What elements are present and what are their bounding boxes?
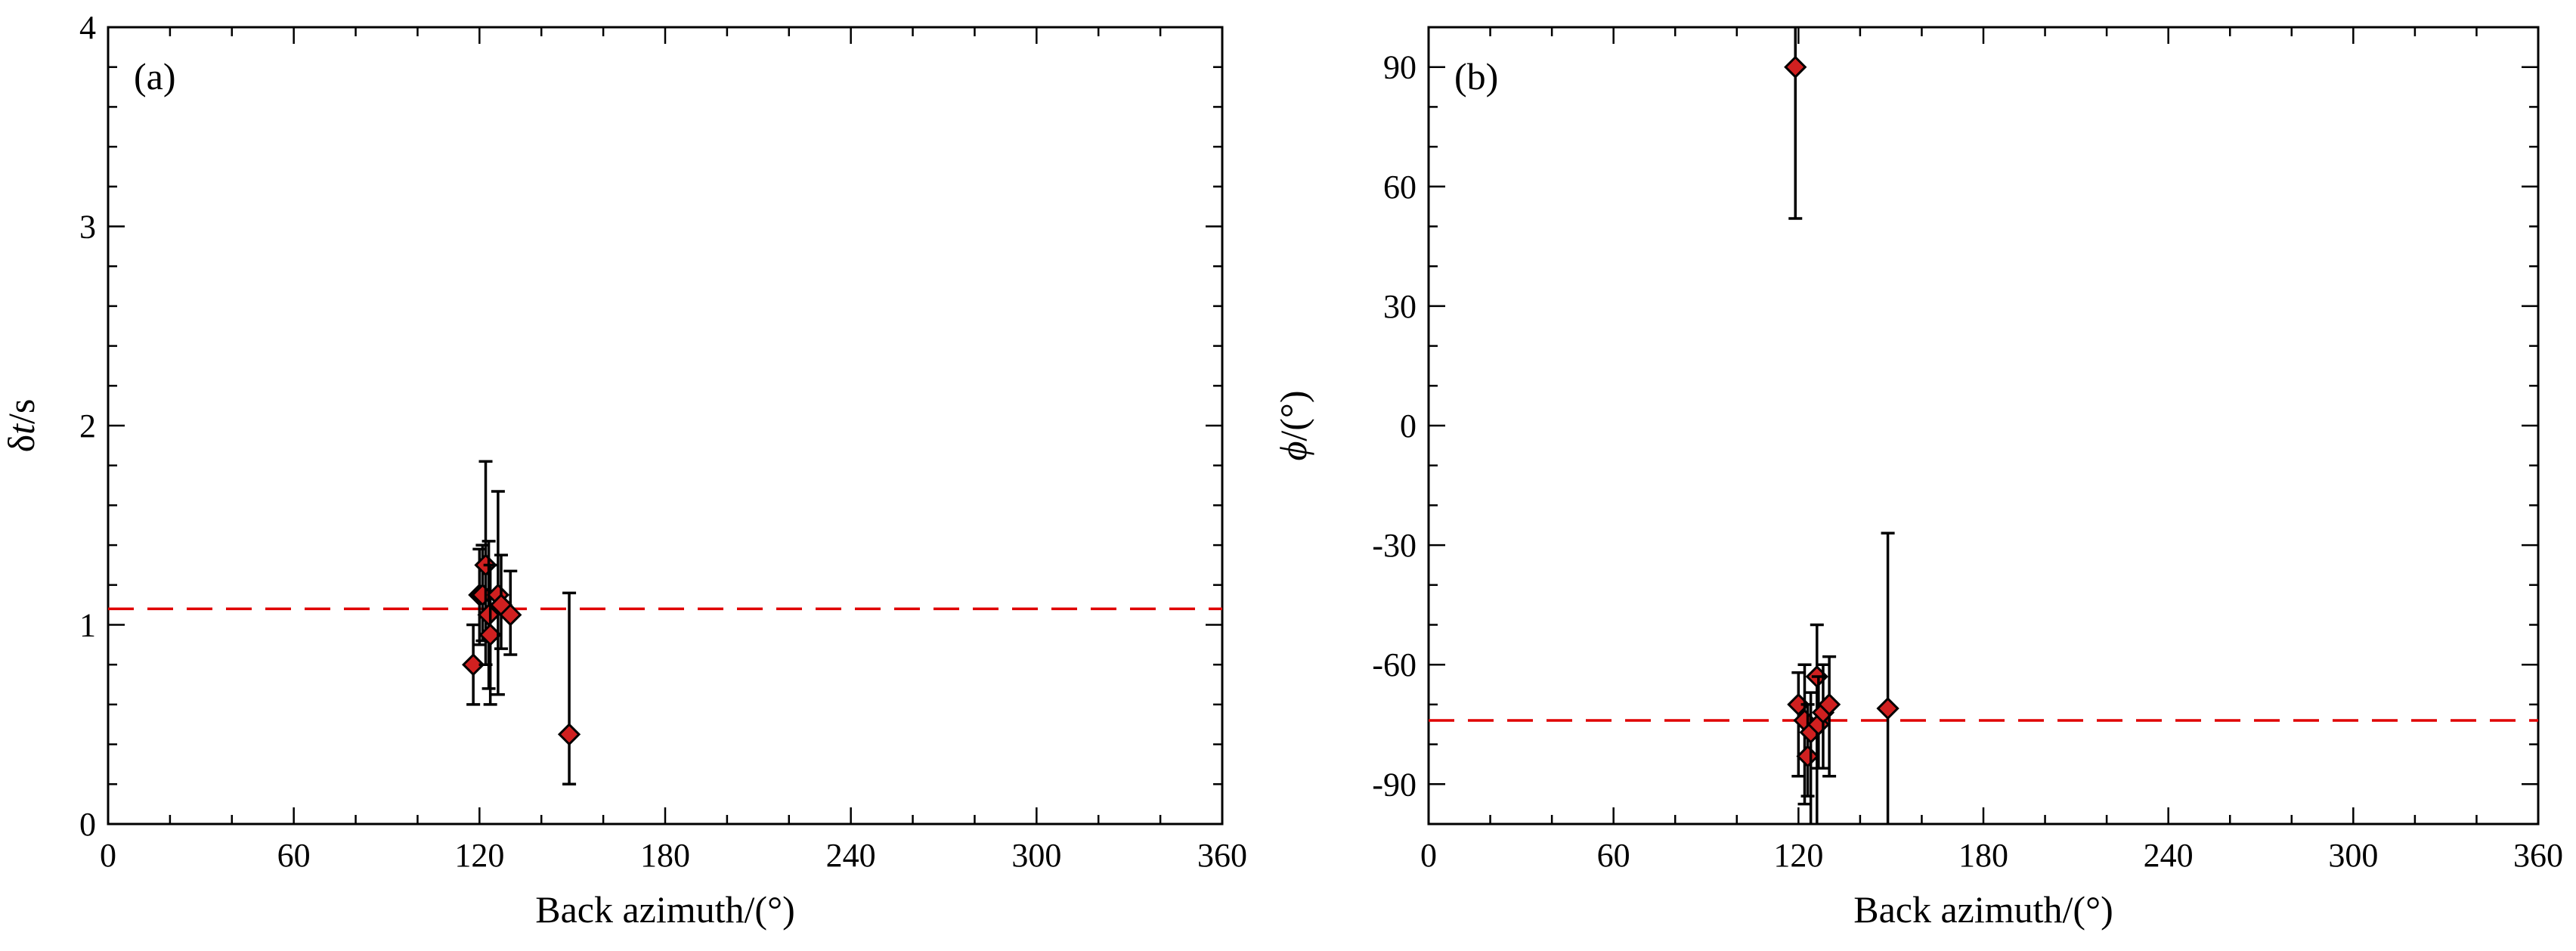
panel-b-x-tick-label: 180	[1958, 837, 2008, 874]
panel-a-x-tick-label: 60	[277, 837, 311, 874]
panel-a-x-tick-label: 180	[640, 837, 690, 874]
panel-a-delay-time: 0 60 120 180 240 300 360 0 1 2 3 4 Back azimuth/(°) δ…	[0, 9, 1247, 931]
panel-a-plot-frame	[107, 26, 1224, 826]
panel-b-y-tick-label: 30	[1383, 288, 1416, 325]
panel-b-data-point	[1784, 27, 1807, 220]
panel-b-x-tick-label: 120	[1773, 837, 1823, 874]
panel-a-x-tick-label: 120	[454, 837, 504, 874]
panel-b-plot-frame	[1427, 26, 2540, 826]
panel-a-x-axis-label: Back azimuth/(°)	[535, 888, 794, 931]
panel-b-y-tick-label: 0	[1400, 407, 1416, 445]
panel-a-y-axis-label-var: t	[0, 423, 42, 435]
panel-b-y-axis-label-symbol: ϕ	[1272, 441, 1314, 461]
panel-b-y-axis-label-unit: /(°)	[1272, 390, 1314, 441]
panel-b-x-tick-label: 240	[2144, 837, 2194, 874]
panel-a-y-axis-label-unit: /s	[0, 399, 42, 424]
panel-b-y-tick-label: -90	[1372, 766, 1416, 803]
panel-b-y-tick-label: 60	[1383, 169, 1416, 206]
panel-b-y-tick-label: -30	[1372, 527, 1416, 564]
panel-b-diamond-marker	[1796, 745, 1819, 768]
panel-b-diamond-marker	[1876, 697, 1899, 720]
panel-b-data-point	[1817, 655, 1841, 778]
panel-b-diamond-marker	[1784, 55, 1807, 79]
panel-b-x-tick-label: 0	[1420, 837, 1437, 874]
panel-a-y-tick-label: 4	[79, 9, 96, 46]
panel-b-fast-polarization: 0 60 120 180 240 300 360 -90 -60 -30 0 30 60 90 Back a…	[1272, 26, 2563, 931]
panel-a-diamond-marker	[557, 723, 581, 746]
panel-a-x-tick-label: 360	[1197, 837, 1247, 874]
panel-b-data-point	[1876, 531, 1899, 824]
panel-b-y-axis-label: ϕ/(°)	[1272, 390, 1314, 460]
panel-a-y-tick-label: 0	[79, 806, 96, 843]
panel-a-y-tick-label: 2	[79, 407, 96, 445]
panel-b-diamond-marker	[1817, 692, 1841, 717]
panel-a-x-tick-label: 0	[100, 837, 116, 874]
panel-a-x-tick-label: 300	[1011, 837, 1061, 874]
panel-a-panel-label: (a)	[134, 55, 176, 98]
panel-a-diamond-marker	[499, 603, 522, 627]
panel-a-data-point	[499, 569, 522, 656]
panel-a-x-tick-label: 240	[826, 837, 876, 874]
panel-b-data-point	[1796, 703, 1819, 798]
panel-a-y-axis-label-symbol: δ	[0, 435, 42, 453]
panel-a-data-point	[462, 623, 485, 706]
panel-b-x-axis-label: Back azimuth/(°)	[1853, 888, 2113, 931]
panel-b-panel-label: (b)	[1454, 55, 1498, 98]
panel-a-diamond-marker	[462, 653, 485, 677]
panel-b-x-tick-label: 60	[1597, 837, 1630, 874]
panel-a-data-point	[478, 563, 502, 706]
panel-a-y-axis-label: δt/s	[0, 399, 42, 453]
panel-a-data-point	[557, 591, 581, 786]
panel-a-diamond-marker	[477, 603, 500, 627]
panel-b-x-tick-label: 360	[2513, 837, 2563, 874]
panel-a-y-tick-label: 1	[79, 607, 96, 644]
panel-b-x-tick-label: 300	[2328, 837, 2378, 874]
panel-b-y-tick-label: 90	[1383, 49, 1416, 86]
panel-a-y-tick-label: 3	[79, 209, 96, 246]
panel-b-y-tick-label: -60	[1372, 646, 1416, 683]
